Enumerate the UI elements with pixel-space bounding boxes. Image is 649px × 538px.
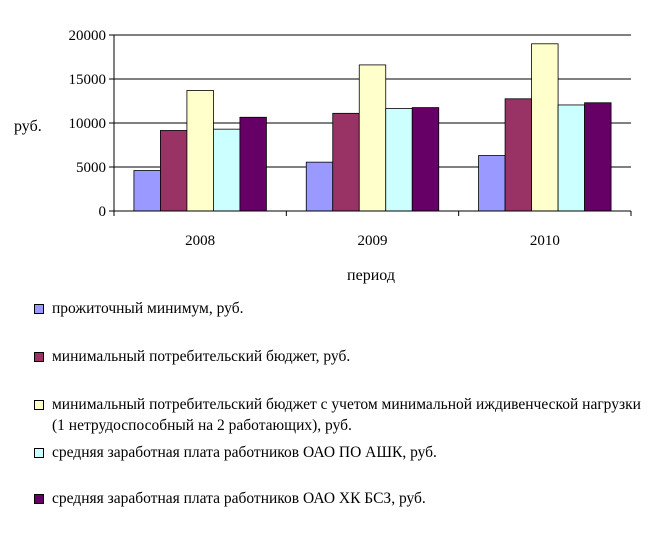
x-tick-label: 2010 xyxy=(530,233,560,249)
bar xyxy=(478,155,506,212)
y-tick-labels: 0 5000 10000 15000 20000 xyxy=(69,28,107,220)
legend-label: средняя заработная плата работников ОАО … xyxy=(52,490,426,507)
legend-label: средняя заработная плата работников ОАО … xyxy=(52,444,437,461)
x-tick-labels: 2008 2009 2010 xyxy=(185,233,560,249)
legend-swatch xyxy=(34,448,44,458)
bar xyxy=(133,170,161,212)
bar xyxy=(239,116,267,212)
bar xyxy=(411,107,440,212)
axes xyxy=(109,34,632,216)
bar-chart: 0 5000 10000 15000 20000 2008 2009 2010 руб. п… xyxy=(14,28,632,284)
bar xyxy=(584,102,612,212)
y-axis-label: руб. xyxy=(14,118,42,135)
bar xyxy=(557,104,585,212)
legend-swatch xyxy=(34,304,44,314)
bar xyxy=(160,130,188,212)
legend-swatch xyxy=(34,494,44,504)
bar xyxy=(332,112,360,212)
y-tick-label: 5000 xyxy=(76,160,106,176)
bar xyxy=(305,161,334,212)
legend-label: прожиточный минимум, руб. xyxy=(52,300,244,317)
y-tick-label: 15000 xyxy=(69,72,107,88)
bar xyxy=(504,98,532,212)
bar xyxy=(531,43,559,212)
bar xyxy=(358,64,387,212)
legend-item: минимальный потребительский бюджет с уче… xyxy=(34,394,644,436)
bar xyxy=(186,90,214,212)
legend-item: минимальный потребительский бюджет, руб. xyxy=(34,346,649,367)
bars xyxy=(133,43,612,212)
legend-item: средняя заработная плата работников ОАО … xyxy=(34,442,649,463)
x-axis-label: период xyxy=(347,267,395,284)
bar xyxy=(213,128,241,212)
legend-swatch xyxy=(34,352,44,362)
y-tick-label: 0 xyxy=(99,204,107,220)
legend-label: минимальный потребительский бюджет с уче… xyxy=(52,396,641,434)
legend-swatch xyxy=(34,400,44,410)
legend-item: прожиточный минимум, руб. xyxy=(34,298,649,319)
legend-label: минимальный потребительский бюджет, руб. xyxy=(52,348,351,365)
x-tick-label: 2009 xyxy=(358,233,388,249)
y-tick-label: 10000 xyxy=(69,116,107,132)
y-tick-label: 20000 xyxy=(69,28,107,44)
x-tick-label: 2008 xyxy=(185,233,215,249)
bar xyxy=(385,108,413,212)
legend-item: средняя заработная плата работников ОАО … xyxy=(34,488,649,509)
